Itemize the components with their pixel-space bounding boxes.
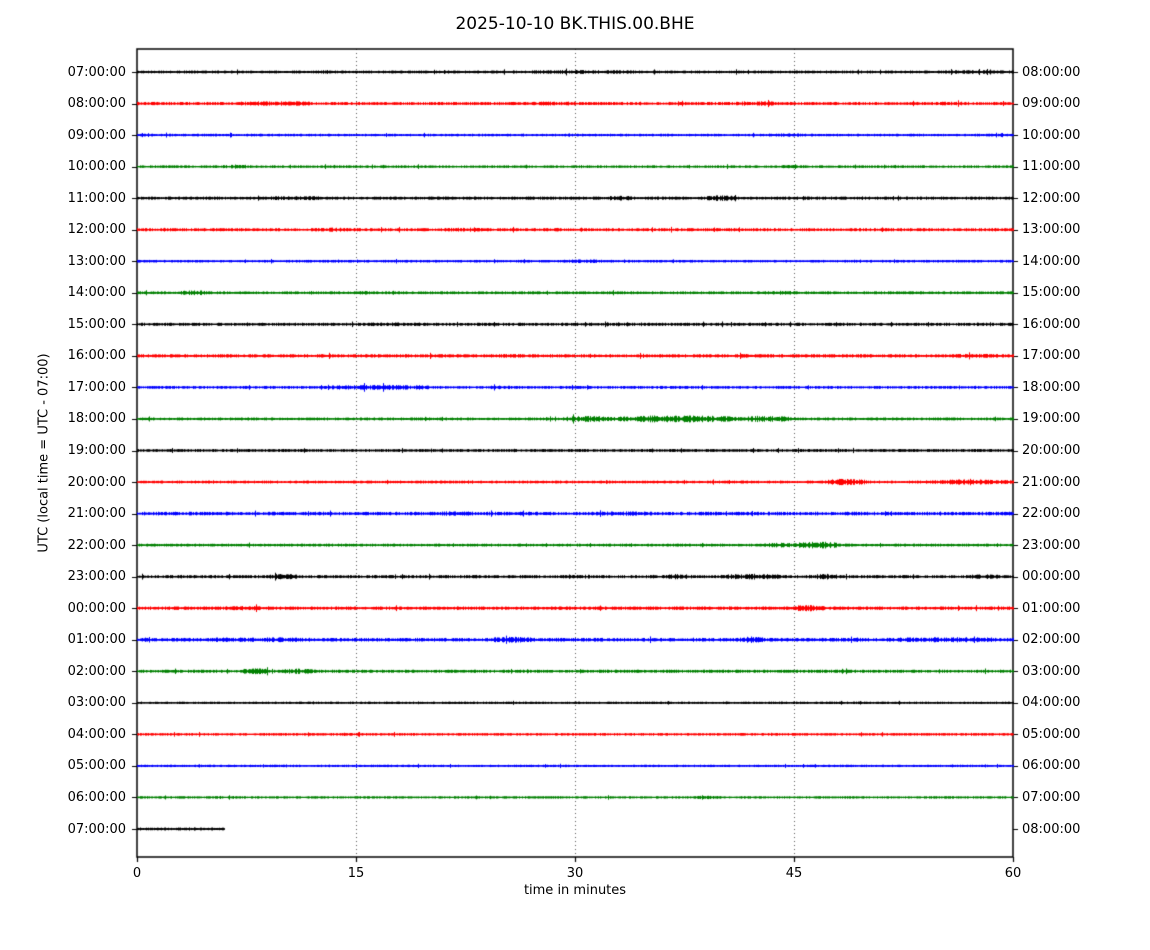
y-tick-left-0: 07:00:00 <box>67 64 126 80</box>
x-axis-label: time in minutes <box>523 883 627 898</box>
y-tick-right-20: 04:00:00 <box>1022 695 1081 711</box>
x-tick-60: 60 <box>1004 866 1022 881</box>
y-tick-right-16: 00:00:00 <box>1022 569 1081 585</box>
x-tick-45: 45 <box>785 866 803 881</box>
y-tick-right-8: 16:00:00 <box>1022 316 1081 332</box>
y-tick-right-22: 06:00:00 <box>1022 758 1081 774</box>
y-tick-right-3: 11:00:00 <box>1022 159 1081 175</box>
y-tick-left-11: 18:00:00 <box>67 411 126 427</box>
y-tick-left-20: 03:00:00 <box>67 695 126 711</box>
y-tick-right-2: 10:00:00 <box>1022 127 1081 143</box>
y-tick-right-19: 03:00:00 <box>1022 663 1081 679</box>
y-tick-left-17: 00:00:00 <box>67 600 126 616</box>
y-tick-left-14: 21:00:00 <box>67 506 126 522</box>
y-tick-right-6: 14:00:00 <box>1022 253 1081 269</box>
y-tick-right-5: 13:00:00 <box>1022 222 1081 238</box>
y-tick-left-7: 14:00:00 <box>67 285 126 301</box>
y-tick-right-10: 18:00:00 <box>1022 379 1081 395</box>
x-tick-15: 15 <box>347 866 365 881</box>
y-tick-right-21: 05:00:00 <box>1022 726 1081 742</box>
y-tick-left-12: 19:00:00 <box>67 443 126 458</box>
y-tick-left-9: 16:00:00 <box>67 348 126 364</box>
y-tick-left-8: 15:00:00 <box>67 316 126 332</box>
y-tick-right-23: 07:00:00 <box>1022 789 1081 805</box>
y-tick-left-15: 22:00:00 <box>67 537 126 553</box>
y-tick-right-4: 12:00:00 <box>1022 190 1081 206</box>
y-tick-left-16: 23:00:00 <box>67 569 126 585</box>
y-tick-left-13: 20:00:00 <box>67 474 126 490</box>
y-tick-right-13: 21:00:00 <box>1022 474 1081 490</box>
y-tick-right-9: 17:00:00 <box>1022 348 1081 364</box>
y-tick-right-1: 09:00:00 <box>1022 96 1081 112</box>
y-tick-left-5: 12:00:00 <box>67 222 126 238</box>
y-tick-right-7: 15:00:00 <box>1022 285 1081 301</box>
y-tick-left-23: 06:00:00 <box>67 789 126 805</box>
y-tick-left-24: 07:00:00 <box>67 821 126 837</box>
y-tick-left-6: 13:00:00 <box>67 253 126 269</box>
y-tick-right-14: 22:00:00 <box>1022 506 1081 522</box>
y-tick-right-12: 20:00:00 <box>1022 443 1081 458</box>
y-tick-left-18: 01:00:00 <box>67 632 126 648</box>
y-tick-right-24: 08:00:00 <box>1022 821 1081 837</box>
x-tick-30: 30 <box>566 866 584 881</box>
y-tick-left-22: 05:00:00 <box>67 758 126 774</box>
y-tick-right-17: 01:00:00 <box>1022 600 1081 616</box>
y-tick-right-18: 02:00:00 <box>1022 632 1081 648</box>
y-tick-left-10: 17:00:00 <box>67 379 126 395</box>
y-tick-right-0: 08:00:00 <box>1022 64 1081 80</box>
y-tick-left-1: 08:00:00 <box>67 96 126 112</box>
y-tick-right-11: 19:00:00 <box>1022 411 1081 427</box>
y-tick-left-19: 02:00:00 <box>67 663 126 679</box>
y-tick-left-21: 04:00:00 <box>67 726 126 742</box>
y-tick-left-4: 11:00:00 <box>67 190 126 206</box>
y-tick-right-15: 23:00:00 <box>1022 537 1081 553</box>
chart-title: 2025-10-10 BK.THIS.00.BHE <box>455 14 695 34</box>
y-tick-left-2: 09:00:00 <box>67 127 126 143</box>
y-tick-left-3: 10:00:00 <box>67 159 126 175</box>
x-tick-0: 0 <box>132 866 142 881</box>
